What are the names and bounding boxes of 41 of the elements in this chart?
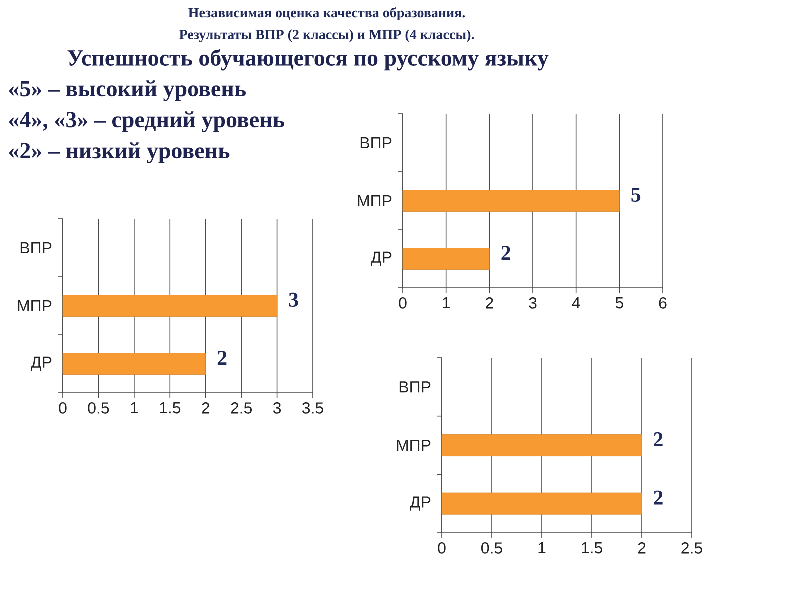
y-tick-label: МПР <box>397 440 431 452</box>
y-tick-label: ДР <box>31 356 52 372</box>
y-tick-label: ДР <box>410 496 431 511</box>
x-tick-label: 2.5 <box>682 542 702 554</box>
text: «2» – низкий уровень <box>9 142 230 164</box>
x-tick-label: 2.5 <box>231 402 252 414</box>
y-tick-label: МПР <box>358 195 392 206</box>
x-tick-label: 1 <box>443 298 450 309</box>
data-label: 2 <box>654 490 663 505</box>
x-tick-label: 1.5 <box>160 402 181 414</box>
x-tick-label: 5 <box>616 298 624 309</box>
x-tick-label: 4 <box>572 298 580 309</box>
x-tick-label: 1 <box>131 402 138 414</box>
x-tick-label: 3 <box>529 298 537 309</box>
data-label: 2 <box>218 351 227 365</box>
y-tick-label: ВПР <box>20 242 52 254</box>
data-label: 2 <box>654 432 663 446</box>
x-tick-label: 1 <box>538 542 546 554</box>
text: «5» – высокий уровень <box>9 80 246 102</box>
x-tick-label: 0 <box>59 402 67 414</box>
text: Успешность обучающегося по русскому языку <box>68 49 549 71</box>
data-label: 2 <box>502 246 510 260</box>
x-tick-label: 2 <box>638 542 646 554</box>
y-tick-label: ДР <box>371 252 392 266</box>
text: «4», «3» – средний уровень <box>9 112 284 132</box>
text: Независимая оценка качества образования. <box>188 7 466 20</box>
text: Результаты ВПР (2 классы) и МПР (4 классы). <box>179 30 474 42</box>
x-tick-label: 3 <box>273 402 282 414</box>
x-tick-label: 3.5 <box>302 402 324 414</box>
x-tick-label: 2 <box>202 402 210 414</box>
data-label: 5 <box>632 188 641 202</box>
y-tick-label: МПР <box>18 300 52 312</box>
x-tick-label: 0.5 <box>482 542 502 554</box>
x-tick-label: 0 <box>399 298 407 309</box>
x-tick-label: 1.5 <box>582 542 602 554</box>
x-tick-label: 0.5 <box>88 402 110 414</box>
y-tick-label: ВПР <box>360 137 392 149</box>
x-tick-label: 2 <box>486 298 494 309</box>
x-tick-label: 6 <box>659 298 667 309</box>
y-tick-label: ВПР <box>400 382 431 393</box>
x-tick-label: 0 <box>438 542 446 554</box>
